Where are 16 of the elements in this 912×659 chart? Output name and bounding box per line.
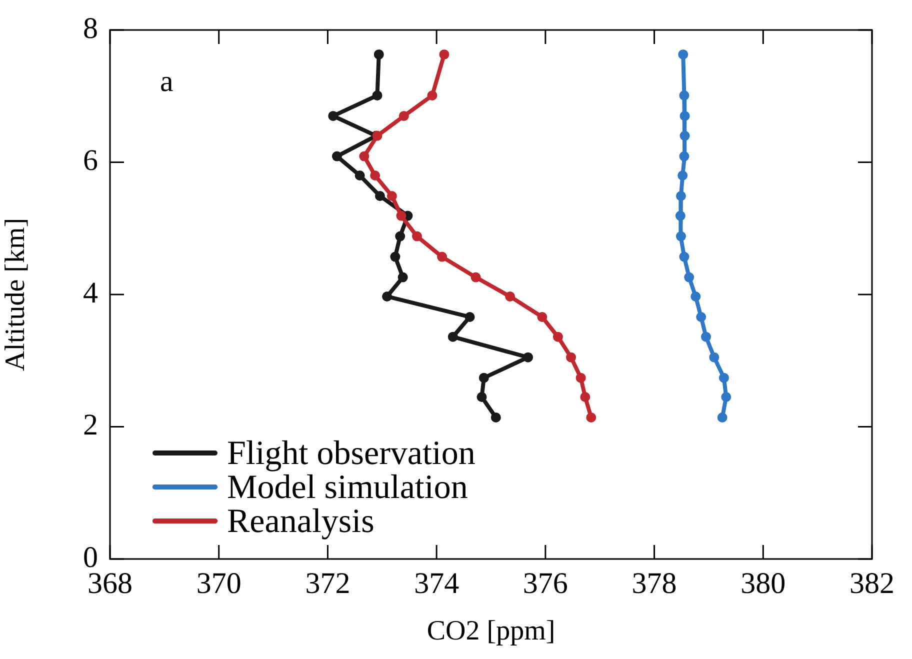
x-tick-label: 374 (414, 566, 460, 600)
x-tick-label: 376 (522, 566, 568, 600)
x-tick-label: 370 (196, 566, 242, 600)
y-axis-title: Altitude [km] (0, 218, 32, 372)
x-tick-label: 382 (850, 566, 894, 600)
legend-label: Flight observation (227, 434, 476, 472)
y-tick-label: 4 (83, 276, 98, 310)
annotation: a (160, 64, 174, 98)
x-tick-label: 372 (305, 566, 350, 600)
x-tick-label: 378 (632, 566, 677, 600)
x-axis-title: CO2 [ppm] (426, 616, 556, 647)
y-tick-label: 8 (83, 12, 98, 45)
x-tick-label: 380 (740, 566, 786, 600)
y-tick-label: 6 (83, 144, 98, 178)
legend-label: Reanalysis (227, 502, 374, 540)
y-tick-label: 2 (83, 408, 98, 442)
